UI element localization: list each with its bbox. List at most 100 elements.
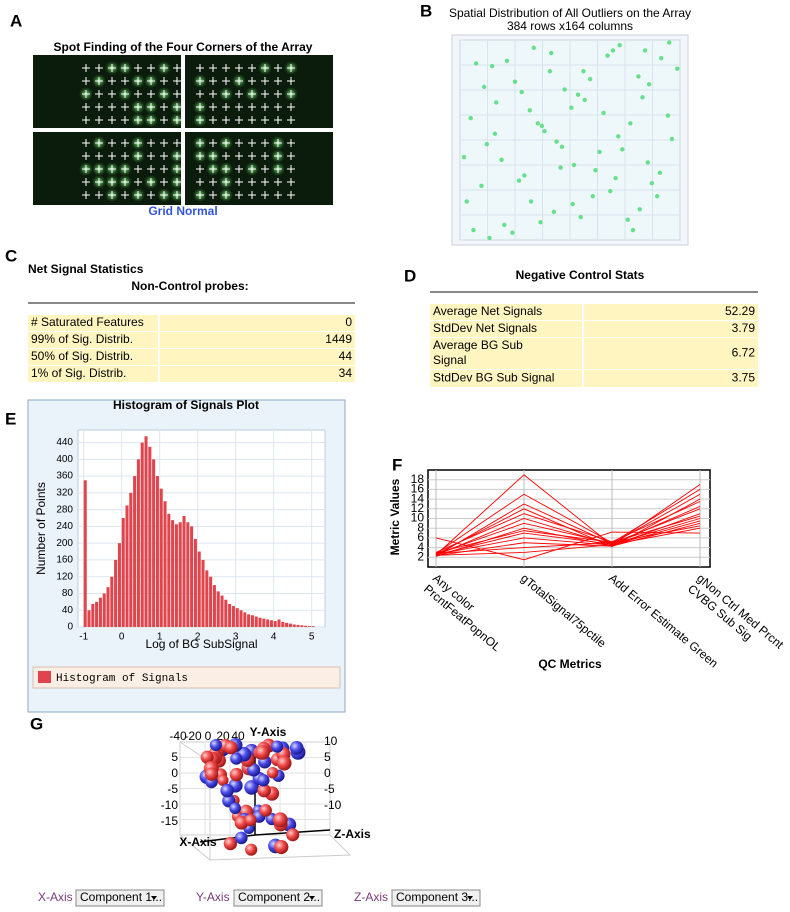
- row-value: 44: [339, 349, 353, 363]
- grid-cross: [274, 191, 282, 199]
- outlier-point: [617, 43, 622, 48]
- metric-line: [435, 522, 701, 557]
- hist-bar: [133, 476, 137, 627]
- outlier-point: [667, 40, 672, 45]
- sphere: [209, 738, 222, 752]
- grid-cross: [235, 116, 243, 124]
- hist-bar: [87, 610, 91, 627]
- grid-cross: [134, 103, 142, 111]
- grid-cross: [261, 64, 269, 72]
- hist-bar: [102, 593, 106, 627]
- grid-cross: [209, 191, 217, 199]
- outlier-point: [554, 139, 559, 144]
- grid-cross: [95, 116, 103, 124]
- grid-cross: [147, 103, 155, 111]
- x-tick-label: 3: [233, 632, 239, 643]
- metric-line: [435, 508, 701, 555]
- grid-cross: [108, 90, 116, 98]
- outlier-point: [637, 207, 642, 212]
- metric-line: [435, 489, 701, 554]
- chart-title: Spatial Distribution of All Outliers on …: [449, 6, 691, 20]
- grid-cross: [121, 103, 129, 111]
- section-title: Net Signal Statistics: [28, 262, 144, 276]
- y-tick-label: 360: [56, 471, 73, 482]
- metric-line: [435, 493, 701, 557]
- sphere: [220, 783, 234, 798]
- grid-cross: [121, 178, 129, 186]
- sphere: [230, 752, 243, 765]
- grid-cross: [95, 139, 103, 147]
- row-label: Average BG Sub Signal: [433, 338, 523, 367]
- panel-letter: A: [10, 11, 22, 30]
- sphere: [271, 740, 284, 753]
- outlier-point: [516, 178, 522, 183]
- sphere: [229, 767, 244, 782]
- outlier-point: [593, 168, 598, 173]
- hist-bar: [311, 626, 315, 627]
- hist-bar: [182, 515, 186, 627]
- grid-cross: [222, 178, 230, 186]
- hist-bar: [205, 570, 209, 627]
- hist-bar: [277, 619, 281, 627]
- grid-cross: [222, 90, 230, 98]
- y-tick-label: 14: [411, 491, 425, 505]
- grid-cross: [147, 77, 155, 85]
- grid-cross: [261, 77, 269, 85]
- grid-cross: [160, 77, 168, 85]
- grid-cross: [108, 103, 116, 111]
- grid-cross: [196, 103, 204, 111]
- x-tick-label: 2: [195, 632, 201, 643]
- grid-cross: [147, 139, 155, 147]
- y-tick-label: 400: [56, 454, 73, 465]
- y-tick-label: 200: [56, 538, 73, 549]
- y-tick-label: 440: [56, 437, 73, 448]
- grid-cross: [235, 64, 243, 72]
- y-tick-label: 120: [56, 571, 73, 582]
- sphere: [255, 745, 270, 760]
- y-tick-label: 240: [56, 521, 73, 532]
- hist-bar: [174, 524, 178, 627]
- grid-cross: [235, 152, 243, 160]
- outlier-point: [642, 48, 648, 53]
- outlier-point: [549, 50, 554, 56]
- tick-label: 5: [324, 750, 331, 764]
- sphere: [204, 767, 219, 781]
- grid-cross: [248, 139, 256, 147]
- y-tick-label: 2: [417, 549, 424, 563]
- grid-cross: [121, 152, 129, 160]
- outlier-point: [620, 147, 625, 152]
- hist-bar: [197, 551, 201, 627]
- y-tick-label: 8: [417, 520, 424, 534]
- grid-cross: [95, 152, 103, 160]
- grid-cross: [196, 165, 204, 173]
- grid-cross: [248, 116, 256, 124]
- grid-cross: [209, 165, 217, 173]
- grid-cross: [209, 103, 217, 111]
- tick-label: 5: [171, 750, 178, 764]
- hist-bar: [125, 505, 129, 627]
- grid-cross: [147, 90, 155, 98]
- tick-label: 0: [324, 766, 331, 780]
- x-tick-label: 0: [119, 632, 125, 643]
- outlier-point: [535, 121, 541, 126]
- dropdown[interactable]: [391, 889, 481, 907]
- dropdown[interactable]: [75, 889, 165, 907]
- metric-line: [435, 525, 701, 554]
- grid-cross: [108, 178, 116, 186]
- grid-cross: [160, 152, 168, 160]
- cell: [430, 321, 582, 337]
- row-value: 3.75: [732, 371, 756, 385]
- axis-title: Y-Axis: [250, 725, 287, 739]
- legend-label: Histogram of Signals: [56, 673, 188, 685]
- hist-bar: [209, 576, 213, 627]
- outlier-point: [616, 134, 621, 139]
- grid-cross: [173, 64, 181, 72]
- outlier-point: [468, 115, 473, 121]
- grid-cross: [235, 77, 243, 85]
- dropdown[interactable]: [233, 889, 323, 907]
- sphere: [257, 783, 271, 798]
- caption: Grid Normal: [148, 204, 217, 218]
- outlier-point: [675, 66, 680, 71]
- outlier-point: [597, 149, 602, 155]
- outlier-point: [659, 56, 664, 61]
